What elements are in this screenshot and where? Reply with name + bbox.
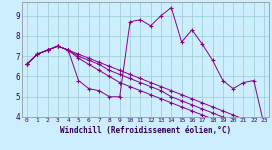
X-axis label: Windchill (Refroidissement éolien,°C): Windchill (Refroidissement éolien,°C) bbox=[60, 126, 231, 135]
